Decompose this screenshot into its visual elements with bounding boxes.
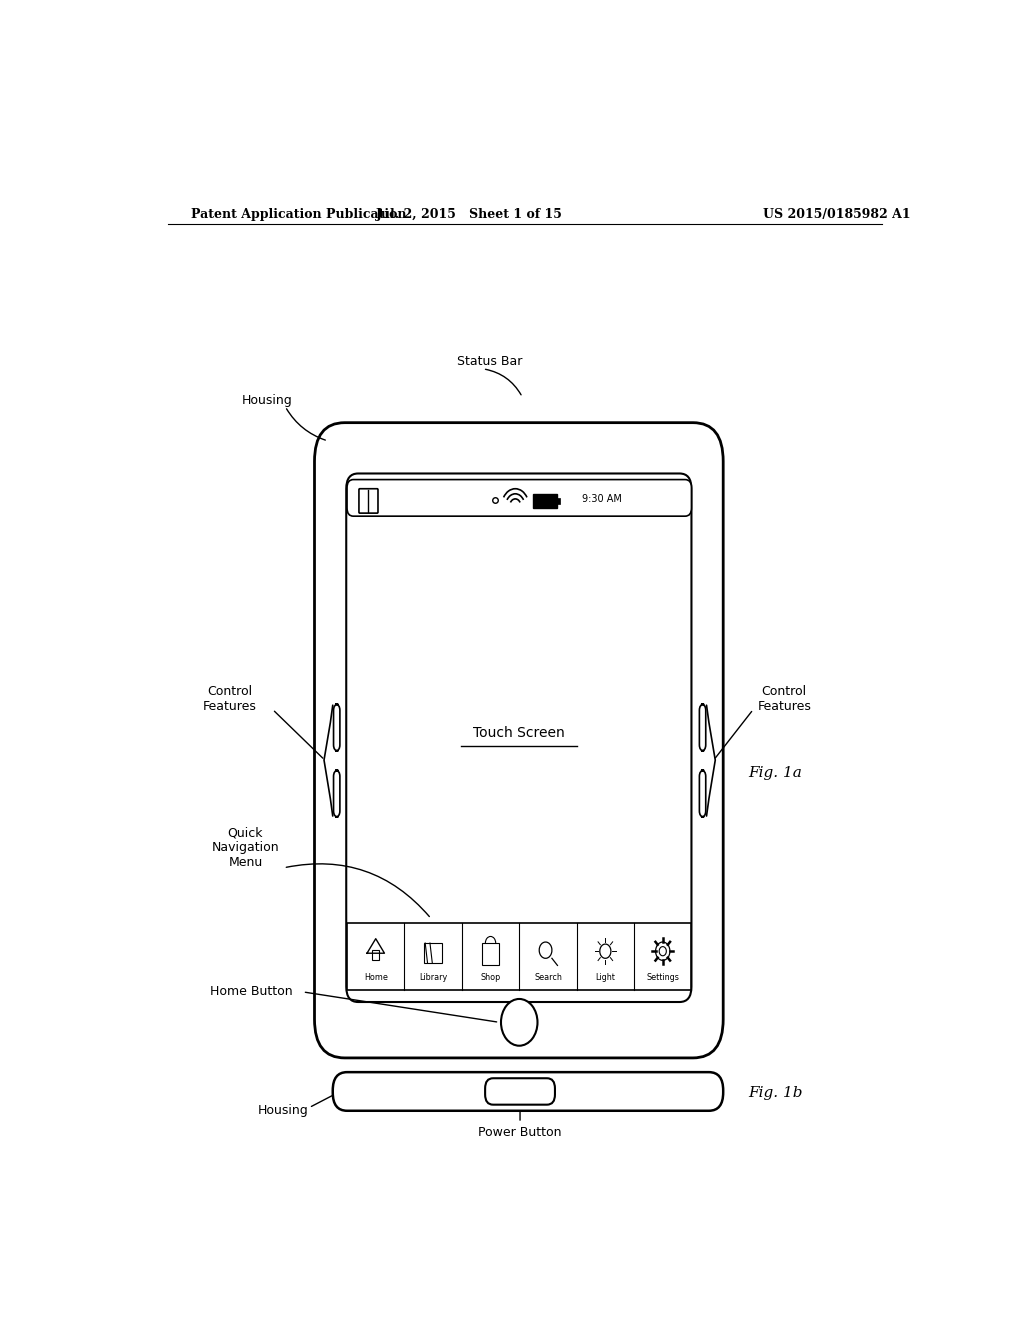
FancyBboxPatch shape <box>346 474 691 1002</box>
FancyBboxPatch shape <box>699 771 706 817</box>
Text: Quick
Navigation
Menu: Quick Navigation Menu <box>212 826 280 869</box>
Bar <box>424 942 442 964</box>
Bar <box>557 498 560 504</box>
Text: Shop: Shop <box>480 973 501 982</box>
FancyBboxPatch shape <box>347 479 691 516</box>
Text: Housing: Housing <box>242 393 292 407</box>
Text: Housing: Housing <box>257 1105 308 1117</box>
FancyBboxPatch shape <box>314 422 723 1057</box>
Text: Status Bar: Status Bar <box>458 355 522 368</box>
Text: US 2015/0185982 A1: US 2015/0185982 A1 <box>763 207 910 220</box>
Text: Home Button: Home Button <box>210 985 292 998</box>
Text: Fig. 1a: Fig. 1a <box>749 767 803 780</box>
Bar <box>482 942 500 965</box>
FancyBboxPatch shape <box>485 1078 555 1105</box>
Text: 9:30 AM: 9:30 AM <box>582 494 622 504</box>
Text: Light: Light <box>595 973 615 982</box>
FancyBboxPatch shape <box>333 1072 723 1110</box>
Text: Search: Search <box>534 973 562 982</box>
FancyBboxPatch shape <box>334 771 340 817</box>
Text: Touch Screen: Touch Screen <box>473 726 565 739</box>
Text: Control
Features: Control Features <box>203 685 257 713</box>
Bar <box>373 950 379 960</box>
Text: Home: Home <box>364 973 388 982</box>
FancyBboxPatch shape <box>699 704 706 751</box>
Text: Library: Library <box>419 973 447 982</box>
Bar <box>532 494 557 508</box>
FancyBboxPatch shape <box>334 704 340 751</box>
Text: Jul. 2, 2015   Sheet 1 of 15: Jul. 2, 2015 Sheet 1 of 15 <box>376 207 562 220</box>
Text: Power Button: Power Button <box>478 1126 562 1139</box>
Text: Fig. 1b: Fig. 1b <box>749 1086 803 1101</box>
Text: Control
Features: Control Features <box>758 685 811 713</box>
FancyBboxPatch shape <box>359 488 378 513</box>
Text: Patent Application Publication: Patent Application Publication <box>191 207 407 220</box>
Text: Settings: Settings <box>646 973 679 982</box>
Bar <box>347 923 691 990</box>
Circle shape <box>501 999 538 1045</box>
